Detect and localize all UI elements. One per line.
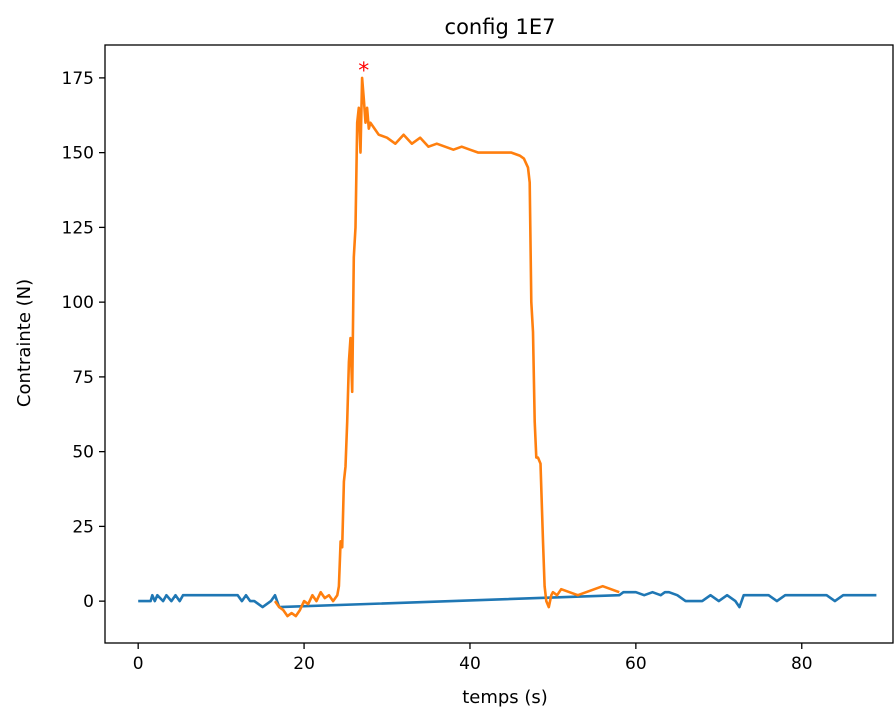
y-tick-label-50: 50 (72, 443, 94, 463)
chart-title: config 1E7 (445, 15, 556, 39)
y-axis-label: Contrainte (N) (14, 279, 35, 407)
y-tick-label-25: 25 (72, 517, 94, 537)
plot-area: * 0 20 40 60 80 0 25 50 75 100 125 150 175 (62, 44, 894, 674)
y-tick-label-0: 0 (83, 592, 94, 612)
x-axis-label: temps (s) (462, 687, 548, 708)
x-tick-label-0: 0 (133, 654, 144, 674)
plot-frame (104, 44, 894, 644)
x-tick-label-60: 60 (625, 654, 647, 674)
y-tick-label-175: 175 (62, 69, 94, 89)
series-line-1 (138, 590, 877, 609)
y-tick-label-150: 150 (62, 144, 94, 164)
y-tick-label-75: 75 (72, 368, 94, 388)
x-tick-label-20: 20 (293, 654, 315, 674)
x-tick-label-40: 40 (459, 654, 481, 674)
peak-marker: * (358, 59, 369, 84)
series-line-2 (273, 76, 620, 618)
x-tick-label-80: 80 (791, 654, 813, 674)
y-tick-label-100: 100 (62, 293, 94, 313)
y-tick-label-125: 125 (62, 218, 94, 238)
